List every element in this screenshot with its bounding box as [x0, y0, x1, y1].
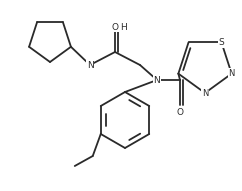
Text: O: O — [112, 23, 119, 32]
Text: N: N — [87, 61, 93, 70]
Text: S: S — [219, 38, 224, 47]
Text: O: O — [176, 108, 183, 117]
Text: N: N — [202, 88, 208, 97]
Text: H: H — [120, 23, 126, 32]
Text: N: N — [228, 69, 235, 78]
Text: N: N — [154, 75, 160, 84]
